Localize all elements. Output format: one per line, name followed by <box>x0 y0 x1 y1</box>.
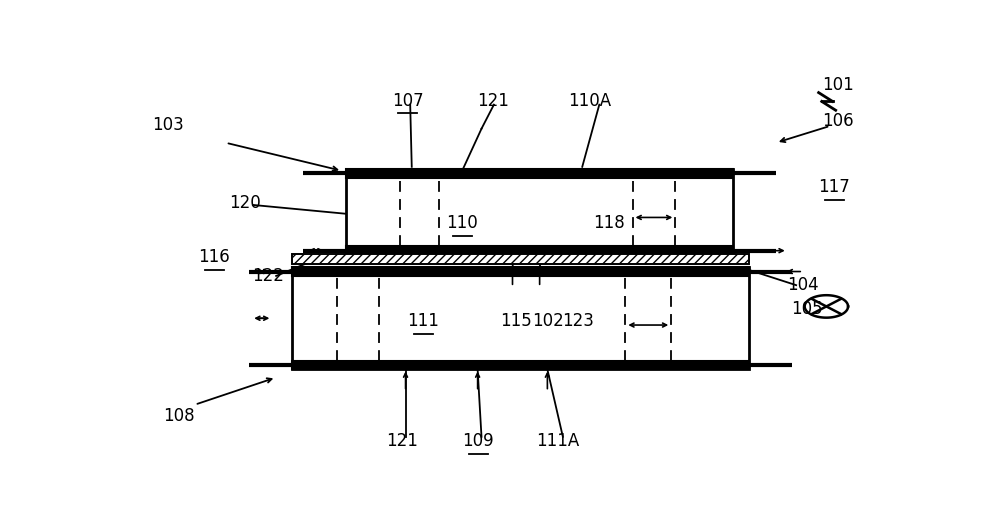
Text: 101: 101 <box>822 76 854 94</box>
Text: 121: 121 <box>387 432 418 450</box>
Bar <box>292 254 749 264</box>
Text: 111: 111 <box>407 312 439 330</box>
Text: 111A: 111A <box>536 432 579 450</box>
Text: 118: 118 <box>594 214 625 232</box>
Text: 120: 120 <box>229 194 261 212</box>
Text: 103: 103 <box>152 116 184 134</box>
Text: 123: 123 <box>562 312 594 330</box>
Text: 106: 106 <box>822 111 854 130</box>
Text: 121: 121 <box>477 92 509 109</box>
Text: 108: 108 <box>163 406 195 425</box>
Text: 104: 104 <box>787 276 819 294</box>
Text: 115: 115 <box>501 312 532 330</box>
Text: 122: 122 <box>252 267 284 285</box>
Text: 107: 107 <box>392 92 424 109</box>
Text: 117: 117 <box>818 178 850 196</box>
Text: 116: 116 <box>198 248 230 266</box>
Bar <box>346 169 733 255</box>
Text: 109: 109 <box>463 432 494 450</box>
Bar <box>292 267 749 276</box>
Text: 110: 110 <box>446 214 478 232</box>
Bar <box>346 246 733 255</box>
Text: 102: 102 <box>532 312 564 330</box>
Bar <box>292 361 749 369</box>
Bar <box>346 169 733 178</box>
Text: 110A: 110A <box>568 92 612 109</box>
Bar <box>292 267 749 369</box>
Text: 105: 105 <box>791 300 823 318</box>
